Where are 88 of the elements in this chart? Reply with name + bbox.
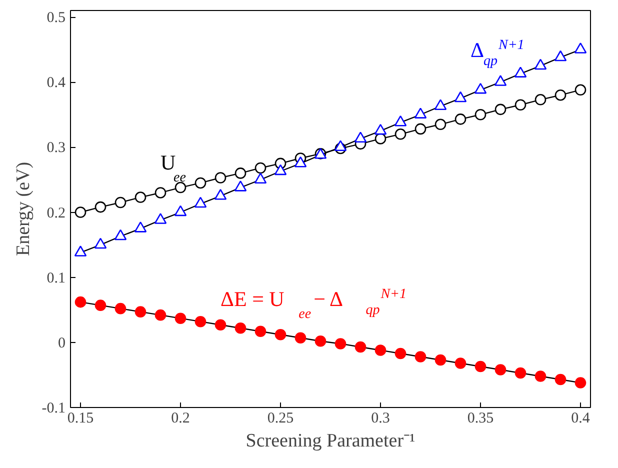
point xyxy=(474,82,487,94)
point xyxy=(254,172,267,184)
point xyxy=(494,364,506,376)
point xyxy=(354,132,367,143)
point xyxy=(114,302,126,314)
point xyxy=(94,238,107,249)
point xyxy=(134,306,146,318)
point xyxy=(214,319,226,330)
point xyxy=(114,229,127,240)
point xyxy=(554,50,567,62)
point xyxy=(374,124,387,135)
point xyxy=(254,326,266,337)
point xyxy=(74,206,86,218)
x-tick-label: 0.4 xyxy=(571,410,590,426)
point xyxy=(174,182,186,194)
point xyxy=(334,338,346,350)
y-tick-label: 0.4 xyxy=(46,75,66,92)
point xyxy=(494,104,506,116)
point xyxy=(394,348,406,360)
y-axis-title: Energy (eV) xyxy=(12,162,34,256)
point xyxy=(114,196,126,208)
point xyxy=(514,99,526,111)
y-tick-label: 0.5 xyxy=(46,10,66,26)
point xyxy=(394,128,406,140)
point xyxy=(194,316,206,328)
point xyxy=(74,296,86,308)
point xyxy=(134,192,146,203)
point xyxy=(474,360,486,372)
point xyxy=(474,108,486,120)
point xyxy=(514,367,526,379)
point xyxy=(354,341,366,353)
point xyxy=(574,42,587,54)
point xyxy=(294,332,306,344)
point xyxy=(94,300,106,311)
point xyxy=(74,246,87,256)
point xyxy=(574,377,586,388)
point xyxy=(534,370,546,382)
point xyxy=(414,351,426,362)
point xyxy=(214,172,226,184)
x-tick-label: 0.35 xyxy=(467,410,494,426)
point xyxy=(154,187,166,198)
point xyxy=(434,118,446,130)
x-tick-label: 0.15 xyxy=(67,410,94,426)
point xyxy=(554,374,566,386)
point xyxy=(174,312,186,324)
point xyxy=(534,94,546,106)
point xyxy=(234,168,246,179)
point xyxy=(534,58,547,70)
point xyxy=(234,180,247,192)
y-tick-label: 0.2 xyxy=(46,205,66,222)
point xyxy=(154,309,166,321)
point xyxy=(194,177,206,189)
point xyxy=(234,322,246,334)
point xyxy=(374,344,386,356)
x-tick-label: 0.3 xyxy=(371,410,390,426)
point xyxy=(214,188,227,200)
x-tick-label: 0.2 xyxy=(171,410,190,426)
point xyxy=(514,66,527,78)
point xyxy=(494,75,507,86)
point xyxy=(154,213,167,224)
point xyxy=(334,140,347,151)
point xyxy=(254,162,266,174)
point xyxy=(454,91,467,102)
point xyxy=(454,358,466,369)
x-tick-label: 0.25 xyxy=(267,410,294,426)
point xyxy=(434,99,447,110)
y-tick-label: 0 xyxy=(58,335,66,352)
x-axis-title: Screening Parameter⁻¹ xyxy=(246,430,416,452)
point xyxy=(274,328,286,340)
point xyxy=(414,108,427,118)
point xyxy=(274,164,287,176)
series-label: Uee xyxy=(160,150,186,186)
point xyxy=(194,196,207,208)
y-tick-label: 0.3 xyxy=(46,140,66,156)
point xyxy=(394,115,407,126)
point xyxy=(174,205,187,216)
point xyxy=(414,123,426,135)
point xyxy=(574,84,586,96)
point xyxy=(374,133,386,144)
point xyxy=(434,354,446,366)
point xyxy=(94,201,106,213)
point xyxy=(294,156,307,168)
point xyxy=(554,89,566,101)
y-tick-label: -0.1 xyxy=(42,400,66,416)
y-tick-label: 0.1 xyxy=(46,270,66,286)
point xyxy=(134,222,147,232)
point xyxy=(314,335,326,347)
point xyxy=(454,114,466,125)
